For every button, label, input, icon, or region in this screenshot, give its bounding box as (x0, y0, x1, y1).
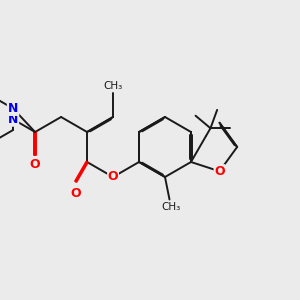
Text: CH₃: CH₃ (103, 81, 123, 91)
Text: CH₃: CH₃ (161, 202, 181, 212)
Text: O: O (108, 170, 118, 184)
Text: O: O (70, 187, 81, 200)
Text: O: O (30, 158, 40, 171)
Text: N: N (8, 113, 18, 126)
Text: O: O (214, 165, 225, 178)
Text: N: N (8, 102, 18, 115)
